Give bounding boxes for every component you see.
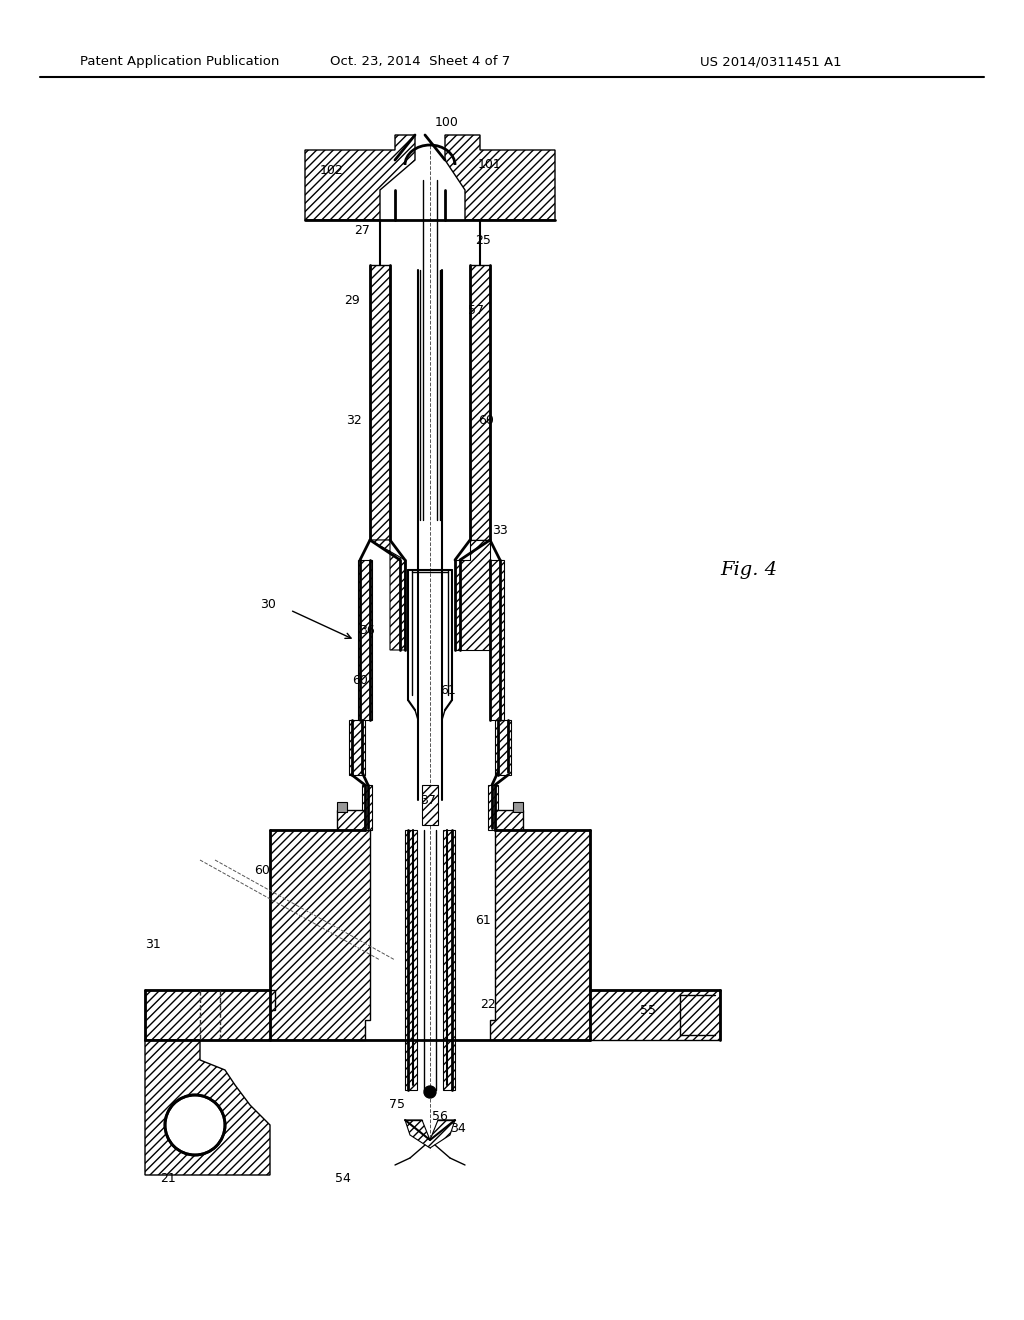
Text: US 2014/0311451 A1: US 2014/0311451 A1 bbox=[700, 55, 842, 69]
Bar bbox=[490, 560, 504, 719]
Bar bbox=[370, 265, 390, 540]
Polygon shape bbox=[145, 990, 275, 1040]
Text: 30: 30 bbox=[260, 598, 275, 611]
Polygon shape bbox=[455, 540, 490, 649]
Bar bbox=[470, 265, 490, 540]
Text: Fig. 4: Fig. 4 bbox=[720, 561, 777, 579]
Text: 101: 101 bbox=[478, 158, 502, 172]
Text: 36: 36 bbox=[359, 623, 375, 636]
Text: 31: 31 bbox=[145, 939, 161, 952]
Text: 37: 37 bbox=[420, 793, 436, 807]
Text: 21: 21 bbox=[160, 1172, 176, 1184]
Polygon shape bbox=[145, 1040, 270, 1175]
Text: 54: 54 bbox=[335, 1172, 351, 1184]
Polygon shape bbox=[445, 135, 555, 220]
Text: 33: 33 bbox=[492, 524, 508, 536]
Text: 29: 29 bbox=[344, 293, 360, 306]
Bar bbox=[358, 560, 372, 719]
Polygon shape bbox=[270, 830, 370, 1040]
Text: 102: 102 bbox=[319, 164, 344, 177]
Text: Oct. 23, 2014  Sheet 4 of 7: Oct. 23, 2014 Sheet 4 of 7 bbox=[330, 55, 510, 69]
Bar bbox=[443, 830, 455, 1090]
Text: 61: 61 bbox=[475, 913, 490, 927]
Text: 32: 32 bbox=[346, 413, 362, 426]
Bar bbox=[349, 719, 365, 775]
Text: 34: 34 bbox=[450, 1122, 466, 1134]
Bar bbox=[337, 810, 365, 830]
Text: 27: 27 bbox=[354, 223, 370, 236]
Text: 55: 55 bbox=[640, 1003, 656, 1016]
Text: 60: 60 bbox=[254, 863, 270, 876]
Bar bbox=[495, 719, 511, 775]
Text: 60: 60 bbox=[478, 413, 494, 426]
Bar bbox=[513, 803, 523, 812]
Text: 100: 100 bbox=[435, 116, 459, 129]
Bar bbox=[406, 830, 417, 1090]
Text: Patent Application Publication: Patent Application Publication bbox=[80, 55, 280, 69]
Bar bbox=[362, 785, 372, 830]
Circle shape bbox=[424, 1086, 436, 1098]
Bar bbox=[422, 785, 438, 825]
Circle shape bbox=[165, 1096, 225, 1155]
Text: 75: 75 bbox=[389, 1098, 406, 1111]
Text: 25: 25 bbox=[475, 234, 490, 247]
Text: 56: 56 bbox=[432, 1110, 447, 1123]
Bar bbox=[590, 990, 720, 1040]
Polygon shape bbox=[406, 1119, 455, 1148]
Text: 60: 60 bbox=[352, 673, 368, 686]
Polygon shape bbox=[305, 135, 415, 220]
Bar bbox=[337, 803, 347, 812]
Polygon shape bbox=[490, 830, 590, 1040]
Bar bbox=[488, 785, 498, 830]
Text: 61: 61 bbox=[440, 684, 456, 697]
Bar bbox=[495, 810, 523, 830]
Text: 22: 22 bbox=[480, 998, 496, 1011]
Text: 57: 57 bbox=[468, 304, 484, 317]
Polygon shape bbox=[370, 540, 406, 649]
